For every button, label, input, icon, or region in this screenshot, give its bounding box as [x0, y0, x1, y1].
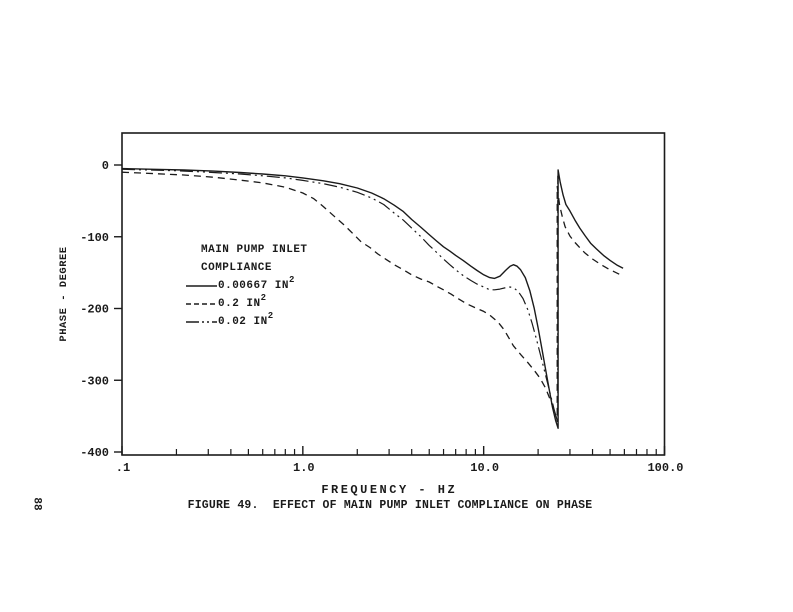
y-axis-title: PHASE - DEGREE	[58, 246, 70, 341]
x-tick-label: 100.0	[647, 461, 683, 475]
x-axis-title: FREQUENCY - HZ	[321, 483, 457, 497]
legend-entry: 0.02 IN2	[186, 311, 308, 331]
x-tick-label: 1.0	[293, 461, 315, 475]
x-tick-label: .1	[116, 461, 130, 475]
legend-label-dashdot: 0.02 IN2	[218, 311, 274, 328]
curve-0.2-in²	[121, 171, 621, 422]
y-tick-label: -400	[80, 446, 109, 460]
legend-line-solid-icon	[186, 285, 217, 287]
y-tick-label: 0	[102, 159, 109, 173]
legend-entry: 0.2 IN2	[186, 293, 308, 313]
legend-entry: 0.00667 IN2	[186, 275, 308, 295]
curve-0.00667-in²	[121, 167, 624, 429]
legend-title-line1: MAIN PUMP INLET	[201, 244, 308, 256]
legend-title-line2: COMPLIANCE	[201, 262, 273, 274]
chart-legend: MAIN PUMP INLET COMPLIANCE 0.00667 IN2 0…	[186, 241, 308, 331]
curve-0.02-in²	[121, 168, 559, 425]
y-tick-label: -200	[80, 303, 109, 317]
legend-line-dashdot-icon	[186, 321, 217, 323]
legend-label-solid: 0.00667 IN2	[218, 275, 295, 292]
legend-label-dashed: 0.2 IN2	[218, 293, 267, 310]
plot-border	[121, 132, 666, 456]
y-tick-label: -100	[80, 231, 109, 245]
y-tick-label: -300	[80, 374, 109, 388]
x-tick-label: 10.0	[470, 461, 499, 475]
legend-title: MAIN PUMP INLET COMPLIANCE	[201, 241, 308, 277]
figure-caption: FIGURE 49. EFFECT OF MAIN PUMP INLET COM…	[187, 499, 593, 512]
legend-line-dashed-icon	[186, 303, 217, 305]
